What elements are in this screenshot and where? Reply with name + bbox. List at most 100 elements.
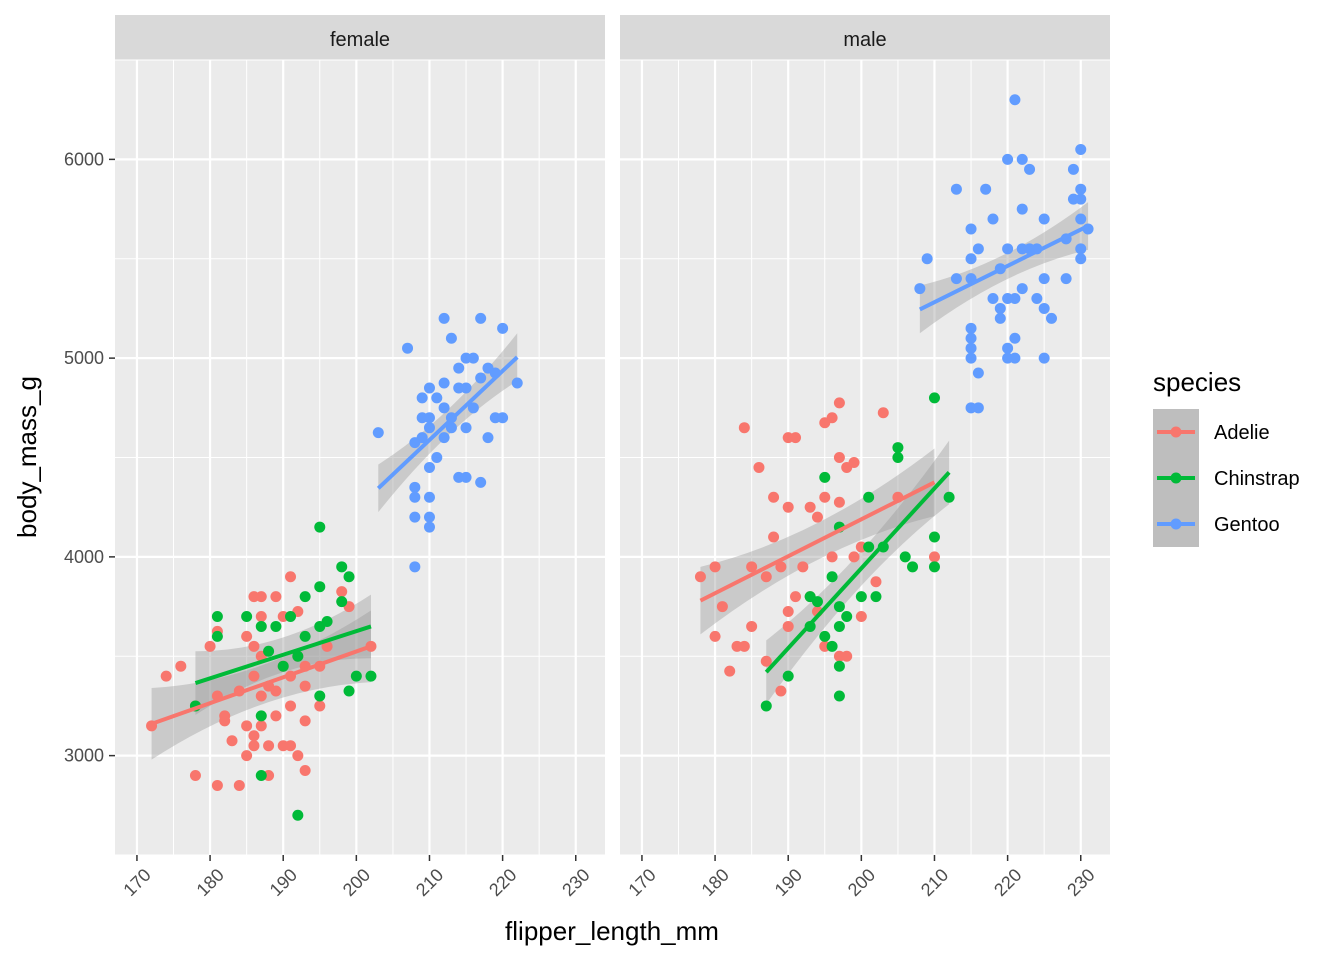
x-tick-label: 220 [990, 865, 1025, 900]
point-chinstrap [336, 561, 348, 573]
point-adelie [724, 665, 736, 677]
x-tick-label: 230 [558, 865, 593, 900]
point-chinstrap [863, 491, 875, 503]
point-adelie [219, 710, 231, 722]
legend-label: Gentoo [1214, 514, 1280, 536]
fit-line-gentoo [376, 355, 519, 490]
point-chinstrap [892, 442, 904, 454]
legend-item-adelie: Adelie [1153, 409, 1270, 455]
point-adelie [819, 491, 831, 503]
point-chinstrap [863, 541, 875, 553]
point-adelie [833, 452, 845, 463]
point-chinstrap [263, 645, 275, 657]
point-chinstrap [343, 571, 355, 583]
point-chinstrap [782, 670, 794, 682]
point-adelie [790, 591, 802, 603]
point-gentoo [987, 213, 999, 225]
point-gentoo [460, 382, 472, 394]
point-chinstrap [314, 581, 326, 593]
point-chinstrap [292, 650, 304, 662]
x-tick-label: 200 [339, 865, 374, 900]
strip-background-male [620, 15, 1110, 60]
point-gentoo [1038, 352, 1050, 364]
x-axis-title: flipper_length_mm [505, 916, 719, 946]
legend-item-gentoo: Gentoo [1153, 501, 1280, 547]
point-chinstrap [826, 640, 838, 652]
x-axis-male: 170 180 190 200 210 220 230 [624, 855, 1099, 900]
point-gentoo [1009, 94, 1021, 106]
point-chinstrap [299, 591, 311, 603]
points-male [694, 94, 1094, 712]
point-chinstrap [760, 700, 772, 712]
point-gentoo [475, 372, 487, 384]
point-gentoo [1016, 203, 1028, 215]
point-adelie [255, 591, 267, 603]
point-gentoo [1038, 213, 1050, 225]
point-gentoo [438, 402, 450, 414]
x-tick-label: 190 [266, 865, 301, 900]
point-adelie [189, 770, 201, 781]
point-adelie [336, 586, 348, 598]
x-tick-label: 170 [119, 865, 154, 900]
point-gentoo [1045, 312, 1057, 324]
point-gentoo [965, 352, 977, 364]
point-chinstrap [343, 685, 355, 697]
point-chinstrap [270, 620, 282, 632]
point-adelie [775, 561, 787, 573]
point-gentoo [972, 243, 984, 255]
x-tick-label: 200 [844, 865, 879, 900]
point-adelie [841, 650, 853, 662]
legend-label: Chinstrap [1214, 468, 1300, 490]
point-gentoo [475, 476, 487, 488]
point-gentoo [438, 312, 450, 324]
point-chinstrap [841, 611, 853, 622]
panel-female: female 170 180 190 200 210 220 230 [115, 15, 605, 900]
point-adelie [255, 690, 267, 702]
x-tick-label: 220 [485, 865, 520, 900]
point-gentoo [423, 382, 435, 394]
point-adelie [299, 765, 311, 777]
points-female [146, 312, 523, 821]
point-adelie [753, 461, 765, 473]
point-gentoo [460, 471, 472, 483]
point-adelie [782, 606, 794, 618]
point-gentoo [445, 422, 457, 434]
point-adelie [248, 730, 260, 742]
point-gentoo [972, 367, 984, 379]
x-tick-label: 170 [624, 865, 659, 900]
point-adelie [233, 779, 245, 791]
x-tick-label: 180 [193, 865, 228, 900]
point-adelie [848, 456, 860, 468]
point-adelie [760, 571, 772, 583]
point-adelie [775, 685, 787, 697]
point-chinstrap [928, 392, 940, 404]
point-gentoo [1075, 143, 1087, 155]
point-adelie [709, 630, 721, 642]
point-gentoo [1031, 293, 1043, 304]
grid-male [620, 59, 1110, 856]
point-adelie [760, 655, 772, 667]
point-adelie [833, 397, 845, 409]
point-gentoo [1009, 293, 1021, 304]
point-adelie [248, 740, 260, 752]
point-adelie [790, 432, 802, 444]
y-axis: 3000 4000 5000 6000 [64, 149, 115, 766]
point-adelie [285, 740, 297, 752]
point-chinstrap [321, 615, 333, 627]
point-gentoo [431, 392, 443, 404]
point-gentoo [950, 183, 962, 195]
point-adelie [782, 501, 794, 513]
y-tick-label: 3000 [64, 746, 104, 766]
point-gentoo [460, 422, 472, 434]
fit-line-adelie [699, 480, 936, 603]
strip-label-female: female [330, 29, 390, 51]
point-gentoo [402, 342, 414, 354]
grid-female [115, 59, 605, 856]
point-adelie [826, 551, 838, 563]
point-chinstrap [255, 620, 267, 632]
point-chinstrap [211, 630, 223, 642]
point-chinstrap [211, 611, 223, 622]
point-gentoo [445, 332, 457, 344]
y-tick-label: 5000 [64, 348, 104, 368]
